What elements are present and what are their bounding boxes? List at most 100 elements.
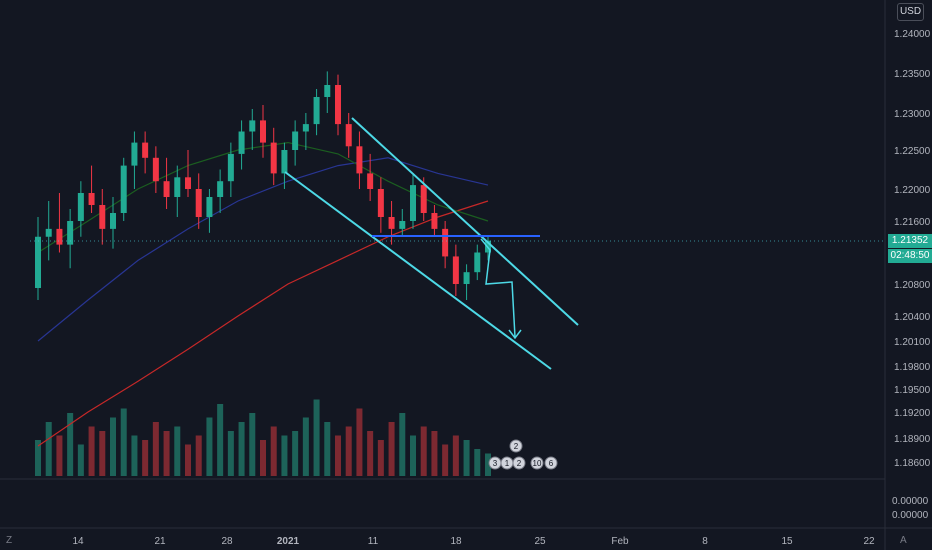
price-tick-label: 1.24000 (894, 29, 931, 40)
candle-body (142, 142, 149, 158)
candle-body (110, 213, 116, 229)
volume-bar (227, 431, 234, 476)
volume-bar (302, 417, 309, 476)
volume-bar (185, 444, 191, 476)
candle-body (345, 124, 352, 147)
volume-bar (270, 426, 277, 476)
volume-bar (110, 417, 116, 476)
event-badge-count: 6 (549, 459, 554, 468)
indicator-axis-ticks: 0.00000 0.00000 (892, 496, 929, 521)
price-tick-label: 1.19800 (894, 362, 931, 373)
price-tick-label: 1.22500 (894, 146, 931, 157)
price-tick-label: 1.18900 (894, 434, 931, 445)
volume-bar (485, 453, 491, 476)
price-tick-label: 1.19200 (894, 408, 931, 419)
candle-body (313, 97, 320, 125)
time-tick-label: 14 (72, 536, 84, 547)
price-tick-label: 1.19500 (894, 385, 931, 396)
trendline-drawings[interactable] (30, 117, 885, 370)
moving-average-lines (37, 141, 489, 447)
volume-bar (345, 426, 352, 476)
volume-bar (238, 422, 245, 476)
volume-bar (260, 440, 266, 476)
volume-bar (367, 431, 374, 476)
countdown-label: 02:48:50 (888, 249, 932, 263)
candle-body (399, 221, 406, 229)
price-tick-label: 1.20100 (894, 337, 931, 348)
time-tick-label: 28 (221, 536, 233, 547)
event-badge (530, 456, 544, 470)
volume-bar (249, 413, 256, 476)
auto-scale-button[interactable]: A (900, 535, 907, 546)
price-tick-label: 1.18600 (894, 458, 931, 469)
price-tick-label: 1.22000 (894, 185, 931, 196)
candle-body (474, 252, 481, 273)
candle-body (410, 185, 416, 221)
candle-body (206, 197, 213, 217)
candle-body (174, 177, 181, 197)
candle-body (356, 146, 363, 174)
candle-body (217, 181, 224, 197)
candle-body (185, 177, 191, 189)
volume-bar (131, 435, 138, 476)
candle-body (67, 221, 74, 245)
volume-bar (217, 404, 224, 476)
candle-body (442, 228, 449, 257)
candle-body (292, 131, 299, 150)
candle-body (88, 193, 95, 205)
candle-body (367, 173, 374, 189)
price-tick-label: 1.20800 (894, 280, 931, 291)
candle-body (56, 228, 63, 245)
event-badges[interactable]: 2 3 1 2 10 6 (488, 439, 558, 470)
volume-bar (335, 435, 341, 476)
volume-bar (463, 440, 470, 476)
candle-body (249, 120, 256, 132)
moving-average-line (37, 200, 489, 447)
candle-body (152, 157, 159, 182)
volume-bar (163, 431, 170, 476)
volume-bar (377, 440, 384, 476)
zoom-button[interactable]: Z (6, 535, 13, 546)
volume-bar (99, 431, 106, 476)
candle-body (163, 181, 170, 197)
volume-bar (388, 422, 395, 476)
projection-path (480, 238, 516, 338)
time-tick-label: 18 (450, 536, 462, 547)
time-tick-label: 22 (863, 536, 875, 547)
time-tick-label: 21 (154, 536, 166, 547)
candle-body (35, 236, 41, 288)
indicator-tick-label: 0.00000 (892, 496, 929, 507)
candle-body (260, 120, 266, 143)
event-badge (509, 439, 523, 453)
candle-body (324, 85, 331, 97)
time-tick-label: 15 (781, 536, 793, 547)
price-tick-label: 1.23500 (894, 69, 931, 80)
candle-body (131, 142, 138, 166)
time-tick-label: 2021 (277, 536, 300, 547)
time-tick-label: 25 (534, 536, 546, 547)
volume-bar (281, 435, 288, 476)
price-axis-ticks: 1.24000 1.23500 1.23000 1.22500 1.22000 1.216… (894, 29, 931, 469)
candlesticks (35, 71, 491, 300)
candle-body (388, 217, 395, 229)
candle-body (431, 213, 438, 229)
event-badge (544, 456, 558, 470)
volume-bar (442, 444, 449, 476)
volume-bar (195, 435, 202, 476)
volume-bar (142, 440, 149, 476)
channel-upper-line (351, 117, 579, 326)
event-badge-count: 1 (505, 459, 510, 468)
projection-arrowhead (508, 329, 522, 340)
currency-button[interactable]: USD (897, 3, 924, 21)
channel-lower-line (284, 171, 552, 370)
time-tick-label: Feb (611, 536, 629, 547)
time-tick-label: 8 (702, 536, 708, 547)
volume-bar (452, 435, 459, 476)
candle-body (452, 256, 459, 284)
moving-average-line (37, 157, 489, 342)
volume-bar (410, 435, 416, 476)
candle-body (270, 142, 277, 174)
volume-bar (35, 440, 41, 476)
